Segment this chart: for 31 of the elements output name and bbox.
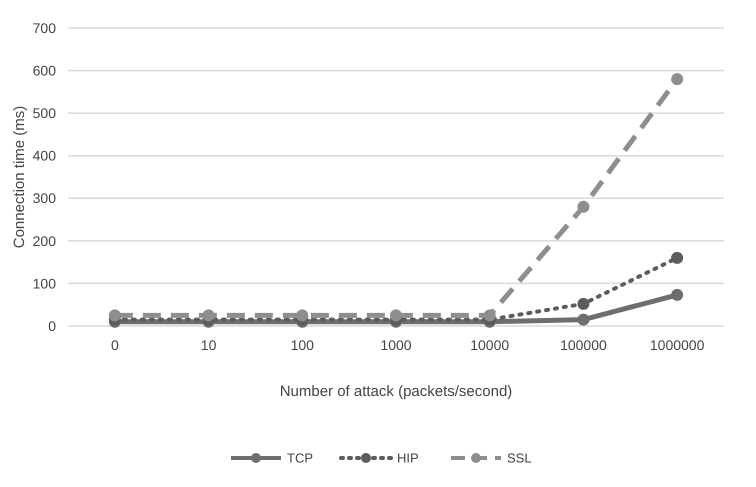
point <box>671 73 684 86</box>
y-tick-label: 200 <box>32 232 56 249</box>
y-axis-title: Connection time (ms) <box>11 106 28 248</box>
point <box>671 288 684 301</box>
point <box>484 309 496 322</box>
y-tick-label: 100 <box>32 275 56 292</box>
y-tick-label: 700 <box>32 20 56 36</box>
x-tick-label: 1000000 <box>650 337 705 353</box>
point <box>671 252 684 264</box>
legend-label: TCP <box>287 450 313 466</box>
y-tick-label: 600 <box>32 62 56 78</box>
point <box>108 309 121 322</box>
point <box>296 309 308 322</box>
x-tick-label: 0 <box>110 337 119 353</box>
legend-label: SSL <box>507 450 532 466</box>
point <box>577 200 590 213</box>
point <box>390 309 402 322</box>
y-tick-label: 0 <box>48 318 56 334</box>
x-tick-label: 10 <box>200 337 217 353</box>
x-tick-label: 10000 <box>470 337 510 353</box>
x-tick-label: 100 <box>290 337 314 353</box>
y-tick-label: 500 <box>32 105 56 122</box>
legend-label: HIP <box>397 450 419 466</box>
point <box>577 298 590 310</box>
y-tick-label: 400 <box>32 148 56 164</box>
x-tick-label: 1000 <box>380 337 412 353</box>
point <box>202 309 215 322</box>
x-tick-label: 100000 <box>560 337 607 353</box>
y-tick-label: 300 <box>32 190 56 206</box>
point <box>577 314 590 326</box>
x-axis-title: Number of attack (packets/second) <box>280 383 512 400</box>
